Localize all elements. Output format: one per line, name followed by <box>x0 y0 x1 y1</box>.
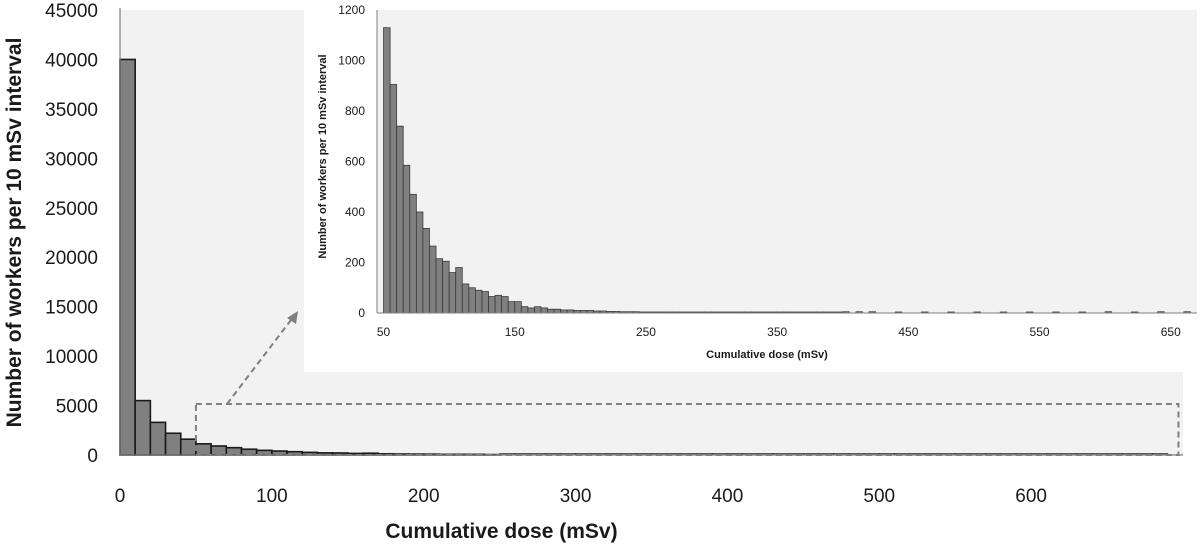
inset-bar <box>489 297 496 313</box>
inset-x-axis-title: Cumulative dose (mSv) <box>706 349 828 361</box>
inset-bar <box>390 84 397 313</box>
main-y-tick-label: 30000 <box>45 149 98 170</box>
main-x-tick-label: 400 <box>712 486 744 507</box>
main-x-tick-label: 300 <box>560 486 592 507</box>
inset-bar <box>423 228 430 313</box>
inset-x-tick-label: 250 <box>636 325 656 339</box>
inset-y-tick-label: 0 <box>358 306 365 320</box>
inset-x-tick-label: 350 <box>767 325 787 339</box>
main-x-tick-label: 200 <box>408 486 440 507</box>
main-bar <box>135 401 150 455</box>
main-y-tick-label: 10000 <box>45 347 98 368</box>
inset-bar <box>521 307 528 313</box>
inset-x-tick-label: 50 <box>377 325 391 339</box>
inset-bar <box>495 295 502 313</box>
main-x-tick-label: 500 <box>863 486 895 507</box>
inset-bar <box>429 246 436 313</box>
inset-y-tick-label: 400 <box>345 205 365 219</box>
inset-y-tick-label: 800 <box>345 104 365 118</box>
inset-bar <box>508 302 515 313</box>
inset-bar <box>410 194 417 313</box>
inset-bar <box>548 309 555 313</box>
main-y-tick-label: 15000 <box>45 298 98 319</box>
main-bar <box>120 59 135 455</box>
main-bar <box>226 448 241 455</box>
main-x-tick-label: 0 <box>115 486 126 507</box>
main-y-tick-label: 0 <box>87 446 98 467</box>
inset-bar <box>449 273 456 313</box>
inset-x-tick-label: 650 <box>1161 325 1181 339</box>
inset-bar <box>554 309 561 313</box>
main-y-axis-title: Number of workers per 10 mSv interval <box>3 38 26 428</box>
inset-bar <box>462 284 469 313</box>
inset-x-tick-label: 550 <box>1030 325 1050 339</box>
main-bar <box>181 439 196 455</box>
inset-bar <box>443 261 450 313</box>
inset-bar <box>397 126 404 313</box>
main-y-tick-label: 5000 <box>56 397 98 418</box>
main-bar <box>196 444 211 455</box>
main-x-tick-label: 600 <box>1015 486 1047 507</box>
main-y-tick-label: 25000 <box>45 199 98 220</box>
main-y-tick-label: 20000 <box>45 248 98 269</box>
main-bar <box>166 433 181 455</box>
main-y-tick-label: 35000 <box>45 100 98 121</box>
inset-plot-area <box>377 10 1197 313</box>
main-y-tick-label: 40000 <box>45 50 98 71</box>
inset-bar <box>436 259 443 313</box>
inset-bar <box>416 212 423 313</box>
inset-bar <box>515 302 522 313</box>
inset-y-tick-label: 200 <box>345 256 365 270</box>
inset-bar <box>534 307 541 313</box>
inset-bar <box>502 297 509 313</box>
inset-x-tick-label: 450 <box>898 325 918 339</box>
inset-y-tick-label: 1200 <box>338 3 365 17</box>
main-bar <box>211 446 226 455</box>
inset-bar <box>469 288 476 313</box>
inset-bar <box>482 292 489 313</box>
inset-bar <box>528 308 535 313</box>
inset-bar <box>403 165 410 313</box>
main-x-axis-title: Cumulative dose (mSv) <box>385 520 617 543</box>
main-x-tick-label: 100 <box>256 486 288 507</box>
main-y-tick-label: 45000 <box>45 1 98 22</box>
inset-x-tick-label: 150 <box>505 325 525 339</box>
inset-bar <box>384 28 391 313</box>
inset-y-tick-label: 1000 <box>338 54 365 68</box>
inset-bar <box>456 268 463 313</box>
inset-bar <box>475 290 482 313</box>
inset-y-axis-title: Number of workers per 10 mSv interval <box>317 54 329 258</box>
inset-y-tick-label: 600 <box>345 155 365 169</box>
main-bar <box>150 422 165 455</box>
inset-bar <box>541 308 548 313</box>
